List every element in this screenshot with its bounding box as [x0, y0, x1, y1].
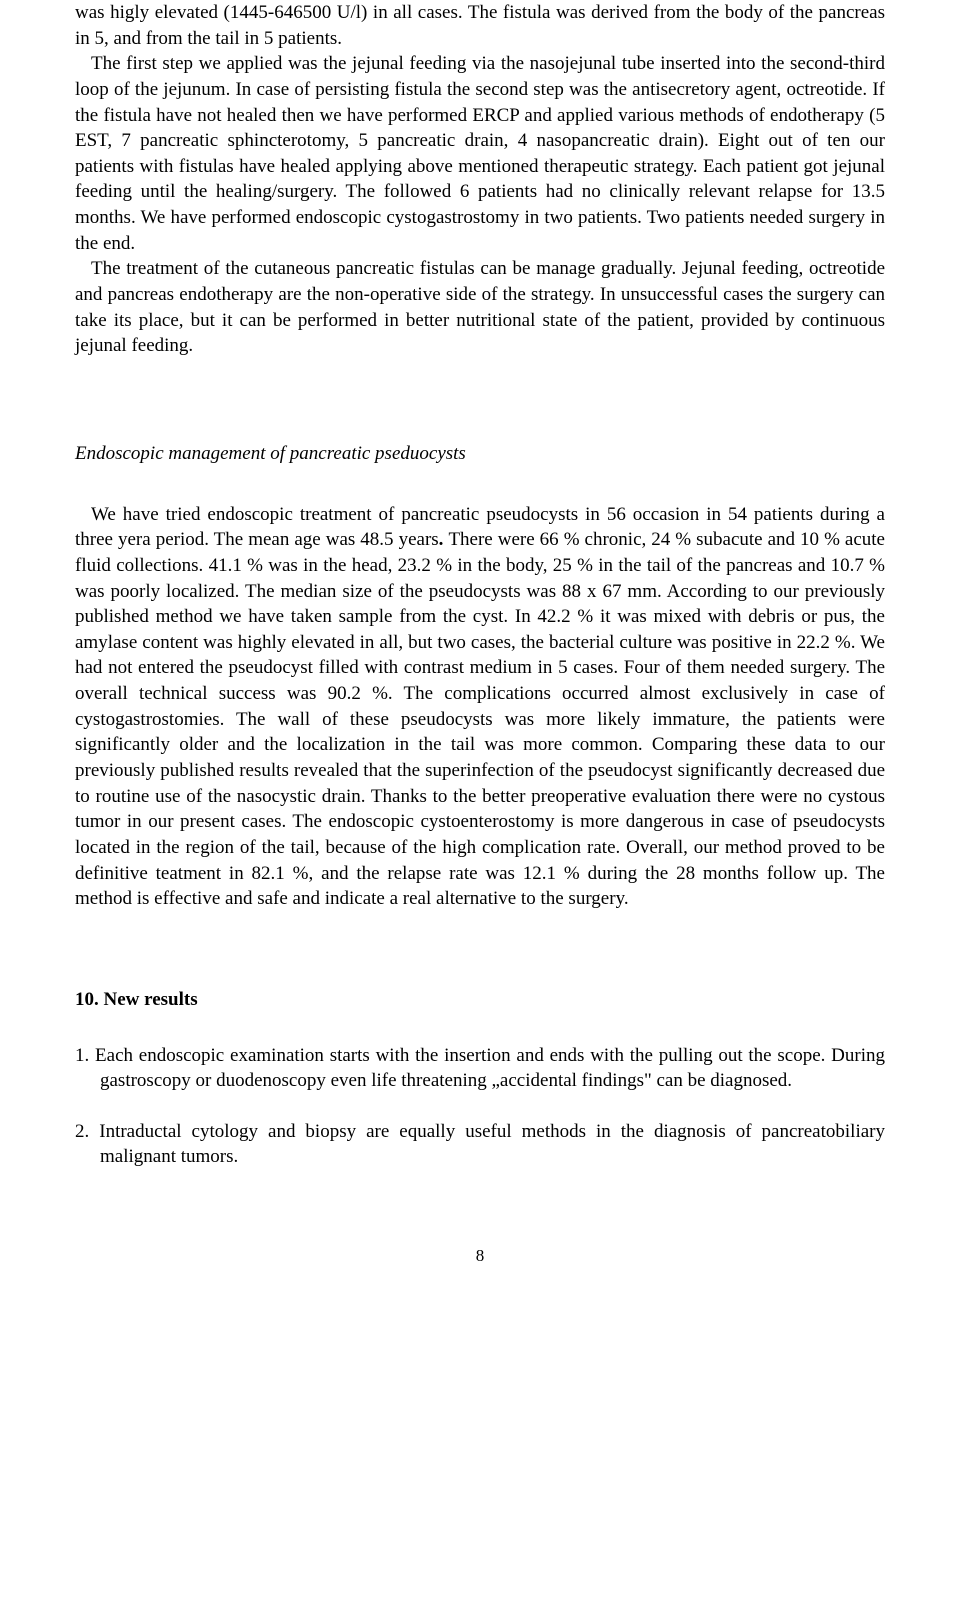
body-paragraph-4: We have tried endoscopic treatment of pa… [75, 502, 885, 912]
section-heading-new-results: 10. New results [75, 987, 885, 1013]
page-number: 8 [75, 1245, 885, 1268]
section-heading-endoscopic: Endoscopic management of pancreatic psed… [75, 441, 885, 467]
para4-bold-period: . [439, 529, 449, 550]
list-item-2: 2. Intraductal cytology and biopsy are e… [75, 1119, 885, 1170]
body-paragraph-1: was higly elevated (1445-646500 U/l) in … [75, 0, 885, 51]
body-paragraph-2: The first step we applied was the jejuna… [75, 51, 885, 256]
list-item-1: 1. Each endoscopic examination starts wi… [75, 1043, 885, 1094]
para4-text-2: There were 66 % chronic, 24 % subacute a… [75, 529, 885, 909]
body-paragraph-3: The treatment of the cutaneous pancreati… [75, 256, 885, 359]
